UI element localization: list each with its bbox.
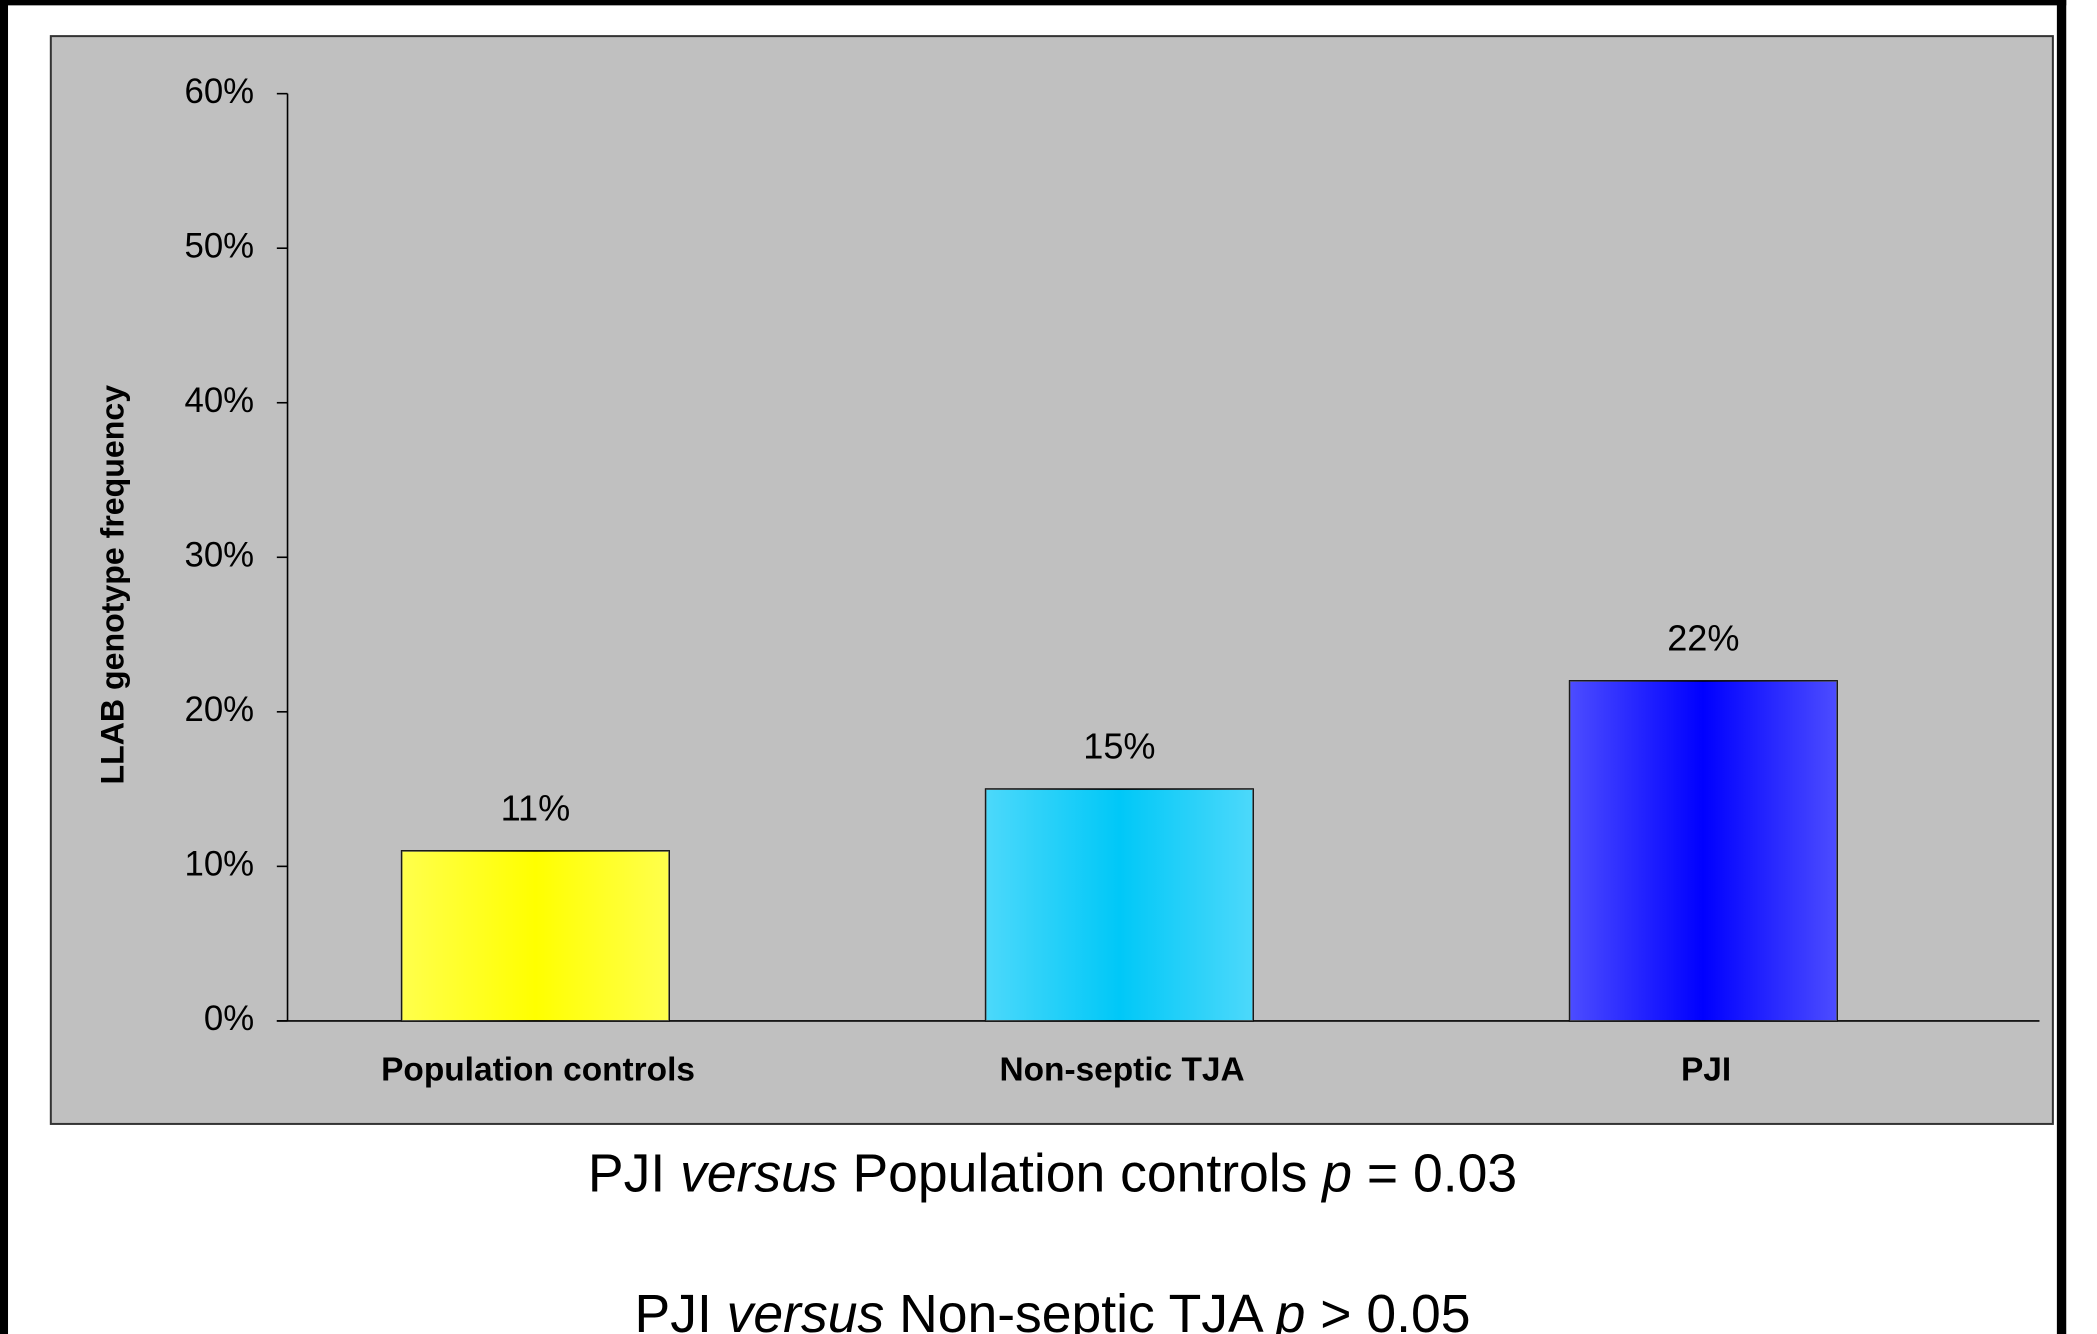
annotation: PJI versus Non-septic TJA p > 0.05	[635, 1285, 1471, 1334]
value-label: 11%	[501, 787, 571, 828]
y-tick-label: 10%	[185, 846, 255, 884]
bar-shine	[401, 850, 670, 1021]
annotation-part: PJI	[588, 1145, 680, 1204]
annotation-part: = 0.03	[1352, 1145, 1517, 1204]
annotation-part: > 0.05	[1305, 1285, 1470, 1334]
frame-top	[0, 0, 2067, 6]
bar-shine	[1569, 680, 1838, 1021]
annotation-part: versus	[680, 1145, 838, 1204]
y-tick-label: 30%	[185, 536, 255, 574]
x-tick-label: PJI	[1681, 1052, 1731, 1089]
annotation-part: Non-septic TJA	[884, 1285, 1275, 1334]
y-tick-label: 60%	[185, 73, 255, 111]
y-tick-label: 40%	[185, 382, 255, 420]
y-tick-label: 20%	[185, 691, 255, 729]
frame-right	[2056, 0, 2067, 1334]
annotation-part: Population controls	[838, 1145, 1323, 1204]
annotation-part: p	[1320, 1145, 1352, 1204]
bar-shine	[985, 789, 1254, 1021]
y-tick-label: 0%	[204, 1000, 254, 1038]
x-tick-label: Population controls	[381, 1052, 695, 1089]
y-axis-label: LLAB genotype frequency	[95, 385, 131, 785]
frame-left	[0, 0, 9, 1334]
x-tick-label: Non-septic TJA	[999, 1052, 1244, 1089]
y-tick-label: 50%	[185, 227, 255, 265]
annotation-part: versus	[727, 1285, 885, 1334]
annotation-part: PJI	[635, 1285, 727, 1334]
annotation: PJI versus Population controls p = 0.03	[588, 1145, 1517, 1204]
value-label: 15%	[1083, 725, 1155, 766]
annotation-part: p	[1274, 1285, 1306, 1334]
value-label: 22%	[1667, 617, 1739, 658]
